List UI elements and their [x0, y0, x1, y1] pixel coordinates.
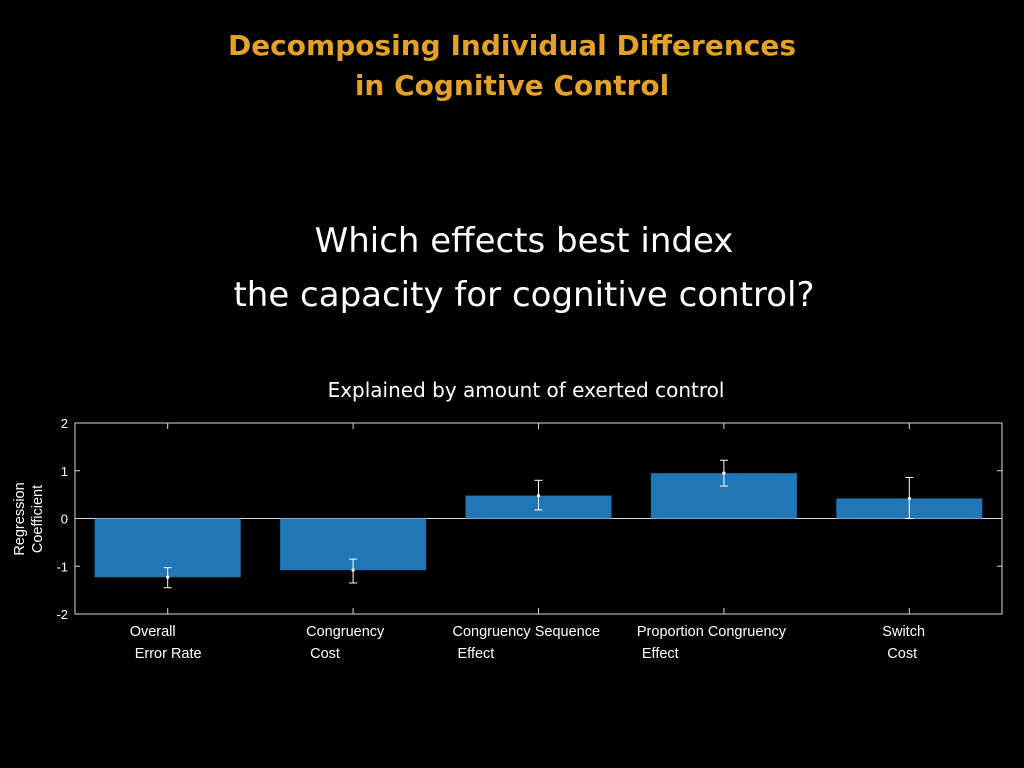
error-bar [163, 567, 172, 589]
chart-bars [94, 473, 983, 578]
y-tick-label: 0 [61, 512, 68, 527]
x-category-label: Proportion Congruency [637, 624, 787, 640]
y-tick-label: -2 [56, 607, 68, 622]
error-bar-mean [907, 496, 911, 501]
error-bar-mean [722, 471, 726, 475]
y-axis-label: Coefficient [30, 485, 46, 553]
x-category-label: Congruency [306, 624, 385, 640]
slide-question-line-1: Which effects best index [314, 221, 734, 261]
error-bar-mean [166, 575, 170, 579]
slide-title-line-1: Decomposing Individual Differences [227, 29, 797, 62]
error-bar-mean [351, 568, 355, 572]
x-category-label: Congruency Sequence [453, 624, 601, 640]
x-category-label: Overall [130, 624, 176, 640]
x-category-label: Effect [458, 646, 495, 662]
slide-question: Which effects best index the capacity fo… [0, 214, 1024, 322]
error-bar [719, 459, 728, 487]
x-category-label: Cost [887, 646, 917, 662]
x-category-label: Error Rate [135, 646, 202, 662]
y-tick-label: -1 [56, 559, 68, 574]
chart-title: Explained by amount of exerted control [328, 378, 725, 402]
error-bar [349, 558, 358, 584]
error-bar [905, 476, 914, 519]
chart-labels: 2 1 0 -1 -2 Overall Error Rate Congruency Cost Co… [12, 416, 925, 662]
slide-title: Decomposing Individual Differences in Co… [0, 26, 1024, 106]
x-category-label: Cost [310, 646, 340, 662]
x-category-label: Effect [642, 646, 679, 662]
y-tick-label: 1 [61, 464, 68, 479]
y-tick-label: 2 [61, 416, 68, 431]
error-bar [534, 479, 543, 511]
error-bar-mean [536, 493, 541, 498]
x-category-label: Switch [882, 624, 925, 640]
slide-question-line-2: the capacity for cognitive control? [233, 275, 815, 315]
slide-title-line-2: in Cognitive Control [354, 69, 670, 102]
y-axis-label: Regression [12, 482, 28, 555]
chart-error-bars [163, 459, 914, 589]
bar-chart: Explained by amount of exerted control 2… [12, 378, 1003, 662]
